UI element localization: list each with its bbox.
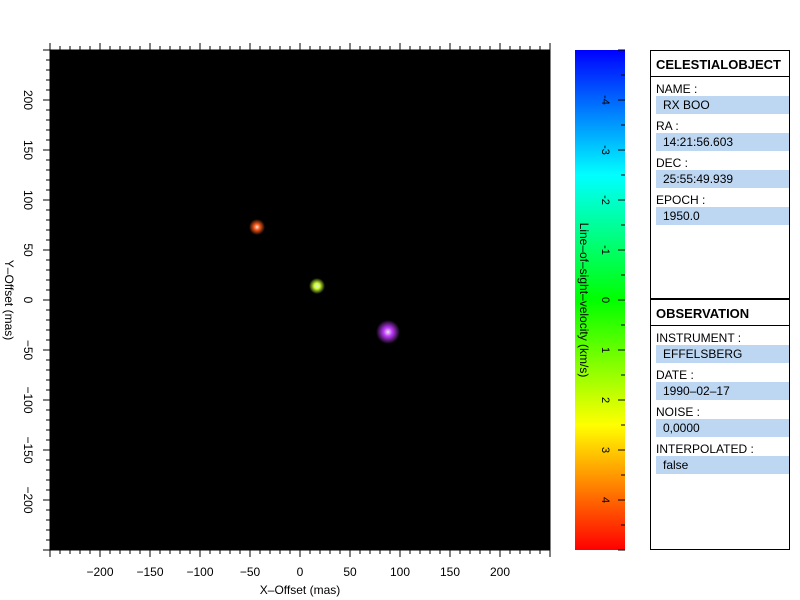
ra-label: RA : [656,119,679,133]
x-tick-label: −100 [186,565,213,579]
epoch-label: EPOCH : [656,193,706,207]
y-tick-label: −200 [21,486,35,513]
plot-background [50,50,550,550]
colorbar-label: Line–of–sight–velocity (km/s) [577,223,591,378]
x-tick-label: 50 [343,565,357,579]
y-tick-label: −50 [21,340,35,361]
data-point [309,278,325,294]
colorbar-tick-label: 1 [599,347,611,353]
x-tick-label: 0 [297,565,304,579]
date-label: DATE : [656,368,694,382]
colorbar-tick-label: 2 [599,397,611,403]
observation-panel: OBSERVATION INSTRUMENT : EFFELSBERG DATE… [650,299,790,550]
instrument-label: INSTRUMENT : [656,331,742,345]
noise-label: NOISE : [656,405,701,419]
colorbar-tick-label: -2 [599,195,611,205]
y-tick-label: −100 [21,386,35,413]
ra-value: 14:21:56.603 [656,133,789,151]
y-tick-label: 150 [21,140,35,160]
data-points [249,219,400,344]
x-tick-label: 100 [390,565,410,579]
name-value: RX BOO [656,96,789,114]
date-value: 1990–02–17 [656,382,789,400]
colorbar-tick-label: 3 [599,447,611,453]
instrument-value: EFFELSBERG [656,345,789,363]
interpolated-label: INTERPOLATED : [656,442,754,456]
y-axis-label: Y–Offset (mas) [2,260,16,340]
colorbar-ticks: -4 -3 -2 -1 0 1 2 3 4 [599,49,625,551]
y-tick-label: 100 [21,190,35,210]
x-tick-label: 200 [490,565,510,579]
celestial-panel-title: CELESTIALOBJECT [651,51,789,77]
colorbar [575,50,625,550]
axis-ticks: −200 −150 −100 −50 0 50 100 150 200 −200 −150 −100 −… [21,43,551,579]
colorbar-tick-label: -4 [599,95,611,105]
y-tick-label: −150 [21,436,35,463]
y-tick-label: 0 [21,297,35,304]
x-axis-label: X–Offset (mas) [260,583,340,597]
dec-label: DEC : [656,156,689,170]
x-tick-label: 150 [440,565,460,579]
colorbar-tick-label: -1 [599,245,611,255]
colorbar-tick-label: 0 [599,297,611,303]
x-tick-label: −50 [240,565,261,579]
dec-value: 25:55:49.939 [656,170,789,188]
data-point [376,320,400,344]
x-tick-label: −150 [136,565,163,579]
y-tick-label: 50 [21,243,35,257]
name-label: NAME : [656,82,698,96]
interpolated-value: false [656,456,789,474]
plot-frame [49,49,551,551]
x-tick-label: −200 [86,565,113,579]
observation-panel-title: OBSERVATION [651,300,789,326]
colorbar-tick-label: 4 [599,497,611,503]
celestial-object-panel: CELESTIALOBJECT NAME : RX BOO RA : 14:21… [650,50,790,299]
data-point [249,219,265,235]
colorbar-tick-label: -3 [599,145,611,155]
epoch-value: 1950.0 [656,207,789,225]
noise-value: 0,0000 [656,419,789,437]
y-tick-label: 200 [21,90,35,110]
